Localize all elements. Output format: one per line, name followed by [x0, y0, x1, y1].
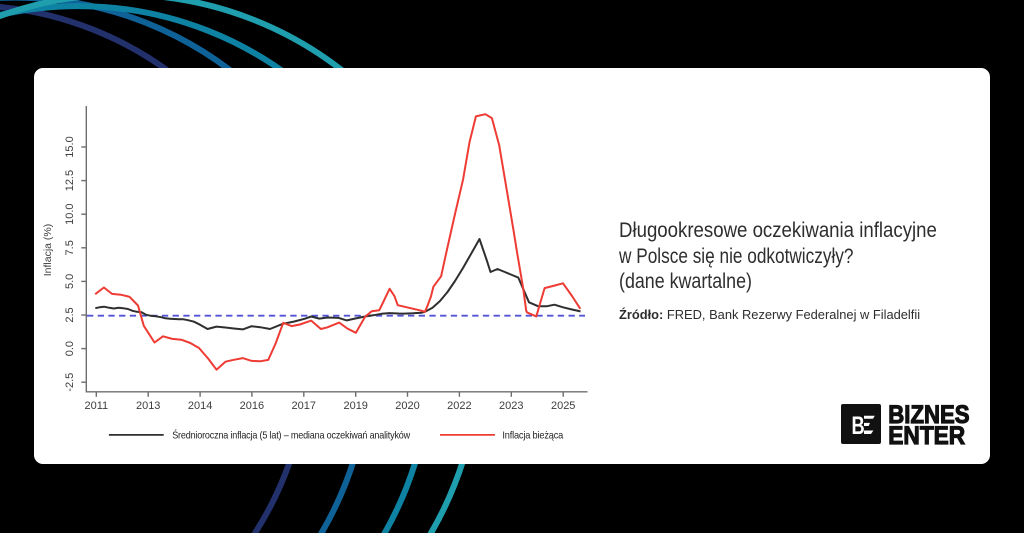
- svg-text:15.0: 15.0: [64, 136, 76, 157]
- svg-text:Inflacja bieżąca: Inflacja bieżąca: [502, 430, 563, 441]
- svg-text:10.0: 10.0: [64, 203, 76, 224]
- svg-text:Inflacja (%): Inflacja (%): [42, 224, 54, 277]
- svg-text:7.5: 7.5: [64, 240, 76, 255]
- svg-text:2022: 2022: [447, 400, 471, 412]
- svg-text:12.5: 12.5: [64, 170, 76, 191]
- svg-text:2.5: 2.5: [64, 307, 76, 322]
- svg-text:5.0: 5.0: [64, 274, 76, 289]
- svg-text:ENTER: ENTER: [888, 421, 965, 444]
- svg-text:2019: 2019: [343, 400, 367, 412]
- svg-text:2023: 2023: [499, 400, 523, 412]
- svg-text:BIZNES: BIZNES: [888, 404, 969, 429]
- svg-text:-2.5: -2.5: [64, 373, 76, 392]
- svg-text:2011: 2011: [84, 400, 108, 412]
- svg-text:Średnioroczna inflacja (5 lat): Średnioroczna inflacja (5 lat) – mediana…: [172, 428, 410, 441]
- svg-text:2020: 2020: [395, 400, 419, 412]
- svg-text:2025: 2025: [551, 400, 575, 412]
- svg-text:2014: 2014: [188, 400, 212, 412]
- svg-text:0.0: 0.0: [64, 341, 76, 356]
- svg-text:2013: 2013: [136, 400, 160, 412]
- svg-text:B: B: [851, 411, 864, 440]
- svg-text:2016: 2016: [240, 400, 264, 412]
- svg-text:2017: 2017: [292, 400, 316, 412]
